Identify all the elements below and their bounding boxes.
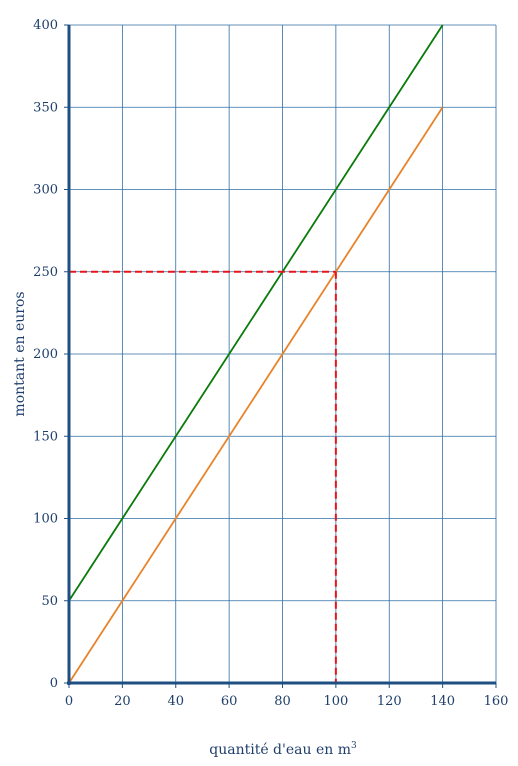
series-layer	[68, 24, 444, 684]
x-tick-label-140: 140	[430, 694, 455, 709]
x-tick-label-60: 60	[221, 694, 238, 709]
y-tick-label-400: 400	[33, 18, 58, 33]
series-line-2	[68, 106, 444, 684]
y-tick-label-50: 50	[41, 594, 58, 609]
axes	[64, 24, 497, 688]
x-tick-label-160: 160	[484, 694, 509, 709]
y-tick-label-300: 300	[33, 183, 58, 198]
y-tick-label-350: 350	[33, 100, 58, 115]
y-axis-label: montant en euros	[12, 291, 28, 416]
y-tick-label-250: 250	[33, 265, 58, 280]
tick-labels: 0 20 40 60 80 100 120 140 160 0 50 100 150 200 250 300 3…	[33, 18, 508, 709]
x-axis-label: quantité d'eau en m3	[209, 741, 357, 758]
x-axis-label-text: quantité d'eau en m	[209, 742, 351, 758]
y-tick-label-200: 200	[33, 347, 58, 362]
y-tick-label-150: 150	[33, 429, 58, 444]
x-tick-label-40: 40	[167, 694, 184, 709]
x-tick-label-20: 20	[114, 694, 131, 709]
reference-lines	[69, 270, 337, 683]
y-tick-label-0: 0	[50, 676, 58, 691]
x-tick-label-0: 0	[65, 694, 73, 709]
y-tick-label-100: 100	[33, 512, 58, 527]
x-axis-label-superscript: 3	[351, 741, 357, 751]
x-tick-label-120: 120	[377, 694, 402, 709]
series-line-1	[68, 24, 444, 602]
x-tick-label-100: 100	[323, 694, 348, 709]
x-tick-label-80: 80	[274, 694, 291, 709]
